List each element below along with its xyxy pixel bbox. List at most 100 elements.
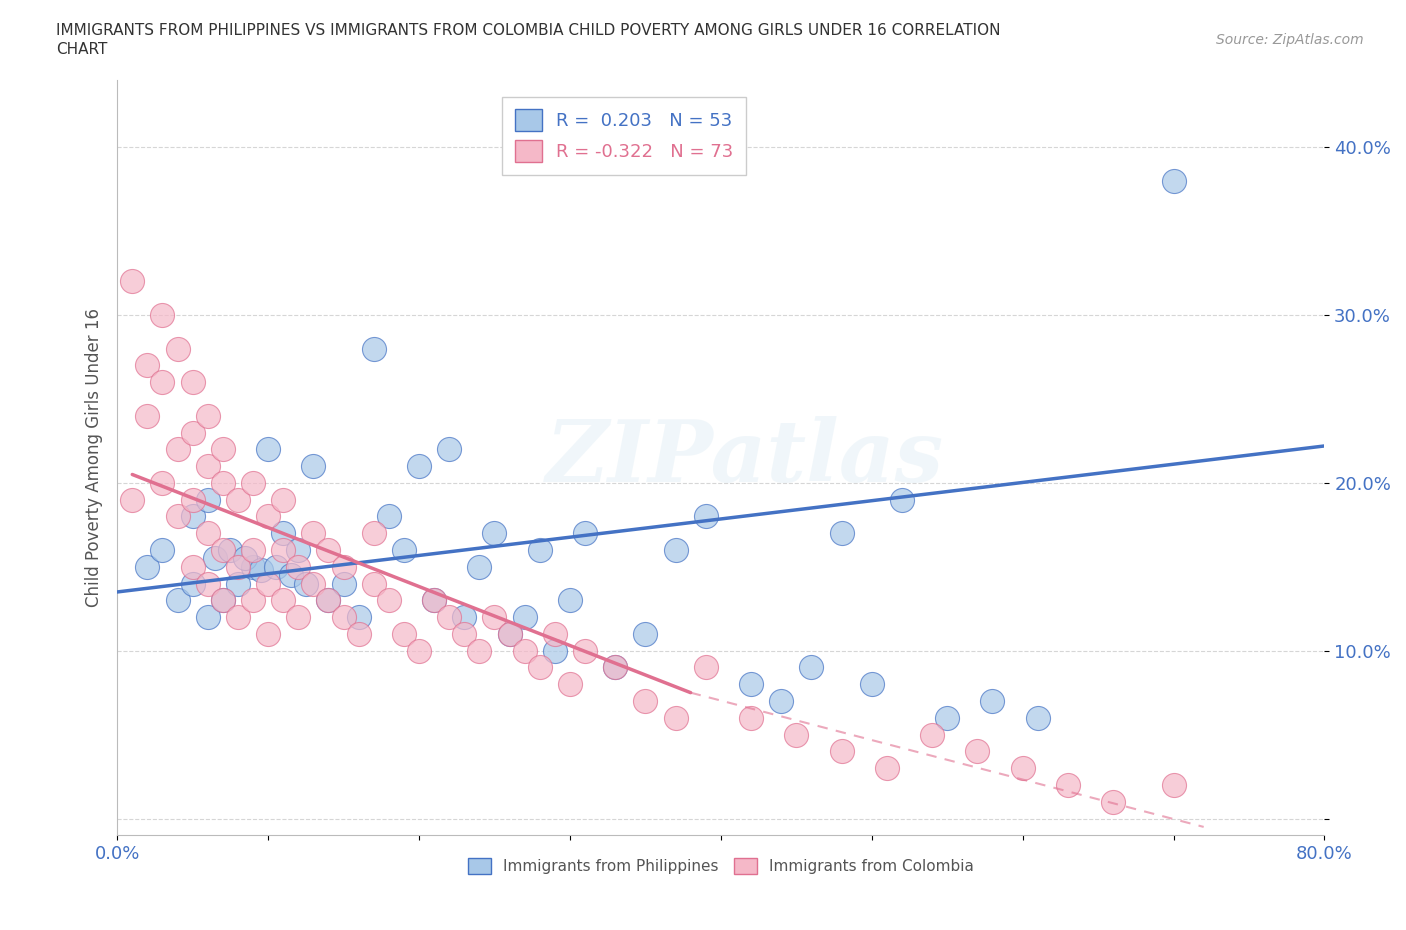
Point (437, 442, 460, 457)
Point (831, 744, 853, 759)
Point (181, 492, 204, 507)
Point (152, 475, 174, 490)
Point (423, 593, 446, 608)
Point (295, 576, 318, 591)
Point (204, 551, 226, 565)
Point (544, 644, 567, 658)
Point (302, 458, 325, 473)
Point (831, 525, 853, 540)
Point (136, 408, 159, 423)
Point (152, 375, 174, 390)
Point (280, 567, 302, 582)
Point (498, 627, 520, 642)
Point (363, 525, 385, 540)
Point (529, 660, 551, 675)
Point (605, 660, 627, 675)
Point (318, 593, 340, 608)
Point (166, 442, 188, 457)
Point (574, 525, 596, 540)
Point (226, 492, 249, 507)
Point (181, 509, 204, 524)
Point (921, 727, 943, 742)
Point (574, 644, 596, 658)
Point (513, 610, 536, 625)
Point (1102, 794, 1125, 809)
Point (166, 593, 188, 608)
Point (392, 627, 415, 642)
Point (318, 593, 340, 608)
Point (966, 744, 988, 759)
Point (257, 442, 280, 457)
Point (876, 761, 898, 776)
Point (664, 542, 686, 557)
Point (558, 593, 581, 608)
Point (271, 542, 294, 557)
Point (453, 610, 475, 625)
Point (332, 559, 354, 574)
Point (770, 694, 793, 709)
Point (544, 627, 567, 642)
Point (152, 542, 174, 557)
Point (740, 711, 762, 725)
Point (287, 559, 309, 574)
Point (1057, 777, 1080, 792)
Point (890, 492, 912, 507)
Point (219, 542, 242, 557)
Point (423, 593, 446, 608)
Point (408, 458, 430, 473)
Text: ZIPatlas: ZIPatlas (546, 416, 943, 499)
Text: IMMIGRANTS FROM PHILIPPINES VS IMMIGRANTS FROM COLOMBIA CHILD POVERTY AMONG GIRL: IMMIGRANTS FROM PHILIPPINES VS IMMIGRANT… (56, 23, 1001, 38)
Point (363, 341, 385, 356)
Point (378, 509, 401, 524)
Point (860, 677, 883, 692)
Point (271, 525, 294, 540)
Point (181, 425, 204, 440)
Point (211, 442, 233, 457)
Point (302, 525, 325, 540)
Point (981, 694, 1004, 709)
Point (181, 375, 204, 390)
Point (211, 593, 233, 608)
Point (242, 559, 264, 574)
Point (197, 492, 219, 507)
Point (264, 559, 287, 574)
Point (695, 509, 717, 524)
Point (235, 551, 257, 565)
Point (136, 358, 159, 373)
Point (242, 593, 264, 608)
Point (664, 711, 686, 725)
Point (378, 593, 401, 608)
Point (332, 576, 354, 591)
Point (287, 610, 309, 625)
Point (211, 542, 233, 557)
Point (197, 576, 219, 591)
Point (211, 593, 233, 608)
Point (1011, 761, 1033, 776)
Point (136, 559, 159, 574)
Point (800, 660, 823, 675)
Text: CHART: CHART (56, 42, 108, 57)
Point (226, 610, 249, 625)
Point (468, 559, 491, 574)
Point (166, 509, 188, 524)
Point (166, 341, 188, 356)
Point (785, 727, 807, 742)
Point (242, 475, 264, 490)
Point (1163, 777, 1185, 792)
Point (181, 576, 204, 591)
Point (484, 525, 506, 540)
Point (271, 593, 294, 608)
Point (211, 475, 233, 490)
Point (257, 576, 280, 591)
Point (249, 563, 271, 578)
Point (740, 677, 762, 692)
Point (558, 677, 581, 692)
Point (181, 559, 204, 574)
Point (363, 576, 385, 591)
Point (695, 660, 717, 675)
Point (242, 542, 264, 557)
Point (347, 610, 370, 625)
Point (408, 644, 430, 658)
Point (318, 542, 340, 557)
Point (513, 644, 536, 658)
